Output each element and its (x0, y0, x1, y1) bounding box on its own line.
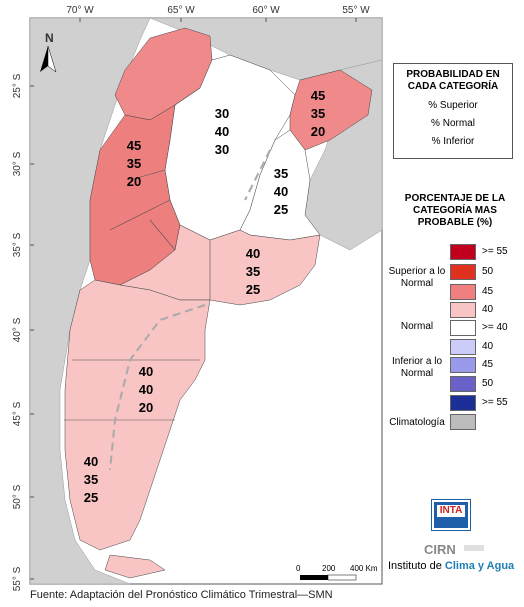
longitude-tick: 60° W (252, 5, 280, 16)
legend-swatch-label: >= 55 (482, 397, 508, 408)
scale-zero: 0 (296, 564, 301, 573)
north-arrow: N (40, 31, 57, 73)
institute-prefix: Instituto de (388, 560, 442, 572)
latitude-tick: 55° S (12, 566, 23, 591)
region-superior-value: 40 (246, 246, 260, 261)
region-inferior-value: 25 (84, 490, 98, 505)
latitude-tick: 50° S (12, 484, 23, 509)
longitude-tick: 65° W (167, 5, 195, 16)
latitude-ticks: 25° S 30° S 35° S 40° S 45° S 50° S 55° S (12, 73, 34, 591)
institute-name: Clima y Agua (444, 560, 515, 572)
legend-superior-line: % Superior (428, 100, 478, 111)
legend-swatch (450, 284, 476, 300)
region-superior-value: 30 (215, 106, 229, 121)
region-normal-value: 35 (84, 472, 98, 487)
legend-group-superior: Superior a lo Normal (388, 266, 446, 289)
region-superior-value: 45 (311, 88, 325, 103)
region-normal-value: 35 (311, 106, 325, 121)
region-superior-value: 45 (127, 138, 141, 153)
region-northeast-pink (289, 69, 373, 151)
dashed-line-north (244, 149, 271, 201)
region-inferior-value: 20 (139, 400, 153, 415)
region-patagonia-lightpink (64, 279, 211, 551)
legend-swatch (450, 320, 476, 336)
legend-swatch-label: 45 (482, 359, 494, 370)
region-inferior-value: 30 (215, 142, 229, 157)
region-labels: 30 40 30 45 35 20 45 35 20 35 40 25 40 35 25 40 40 20 40 35… (84, 88, 325, 505)
region-litoral-white (239, 129, 321, 241)
percentage-legend-title: PORCENTAJE DE LA CATEGORÍA MAS PROBABLE … (404, 193, 506, 228)
longitude-tick: 55° W (342, 5, 370, 16)
cirn-stripes-icon (464, 545, 484, 551)
legend-group-normal: Normal (400, 321, 434, 332)
cirn-text: CIRN (424, 542, 456, 557)
legend-swatch (450, 357, 476, 373)
longitude-tick: 70° W (66, 5, 94, 16)
legend-swatch (450, 376, 476, 392)
legend-swatch (450, 244, 476, 260)
latitude-tick: 45° S (12, 401, 23, 426)
region-inferior-value: 25 (246, 282, 260, 297)
scale-mid: 200 (322, 564, 336, 573)
scale-max: 400 Km (350, 564, 378, 573)
latitude-tick: 35° S (12, 232, 23, 257)
region-normal-value: 40 (274, 184, 288, 199)
region-normal-value: 40 (215, 124, 229, 139)
legend-swatch-label: >= 40 (482, 322, 508, 333)
legend-swatch (450, 339, 476, 355)
region-normal-value: 35 (246, 264, 260, 279)
latitude-tick: 40° S (12, 317, 23, 342)
latitude-tick: 25° S (12, 73, 23, 98)
legend-normal-line: % Normal (431, 118, 475, 129)
latitude-tick: 30° S (12, 151, 23, 176)
scale-bar (300, 574, 357, 581)
legend-swatch (450, 395, 476, 411)
region-tierra-del-fuego (104, 554, 166, 579)
region-normal-value: 40 (139, 382, 153, 397)
legend-swatch (450, 414, 476, 430)
longitude-ticks: 70° W 65° W 60° W 55° W (66, 5, 370, 22)
legend-group-inferior: Inferior a lo Normal (391, 356, 443, 379)
probability-legend-title: PROBABILIDAD EN CADA CATEGORÍA (406, 69, 500, 92)
legend-inferior-line: % Inferior (431, 136, 475, 147)
legend-swatch-label: 50 (482, 266, 494, 277)
region-superior-value: 35 (274, 166, 288, 181)
province-boundaries (64, 87, 211, 421)
legend-swatch-label: 40 (482, 341, 494, 352)
inta-text: INTA (437, 505, 465, 517)
probability-legend: PROBABILIDAD EN CADA CATEGORÍA % Superio… (393, 63, 513, 159)
legend-swatch-label: 40 (482, 304, 494, 315)
region-inferior-value: 20 (311, 124, 325, 139)
institute-line: Instituto de Clima y Agua (388, 560, 514, 572)
north-label: N (45, 31, 54, 45)
inta-logo: INTA (431, 499, 471, 531)
legend-swatch-label: 45 (482, 286, 494, 297)
legend-swatch (450, 264, 476, 280)
dashed-line-south (109, 304, 206, 471)
region-inferior-value: 20 (127, 174, 141, 189)
region-normal-value: 35 (127, 156, 141, 171)
region-superior-value: 40 (139, 364, 153, 379)
region-inferior-value: 25 (274, 202, 288, 217)
region-superior-value: 40 (84, 454, 98, 469)
legend-swatch (450, 302, 476, 318)
source-footer: Fuente: Adaptación del Pronóstico Climát… (30, 589, 333, 601)
legend-group-climatologia: Climatología (389, 417, 445, 428)
legend-swatch-label: 50 (482, 378, 494, 389)
legend-swatch-label: >= 55 (482, 246, 508, 257)
